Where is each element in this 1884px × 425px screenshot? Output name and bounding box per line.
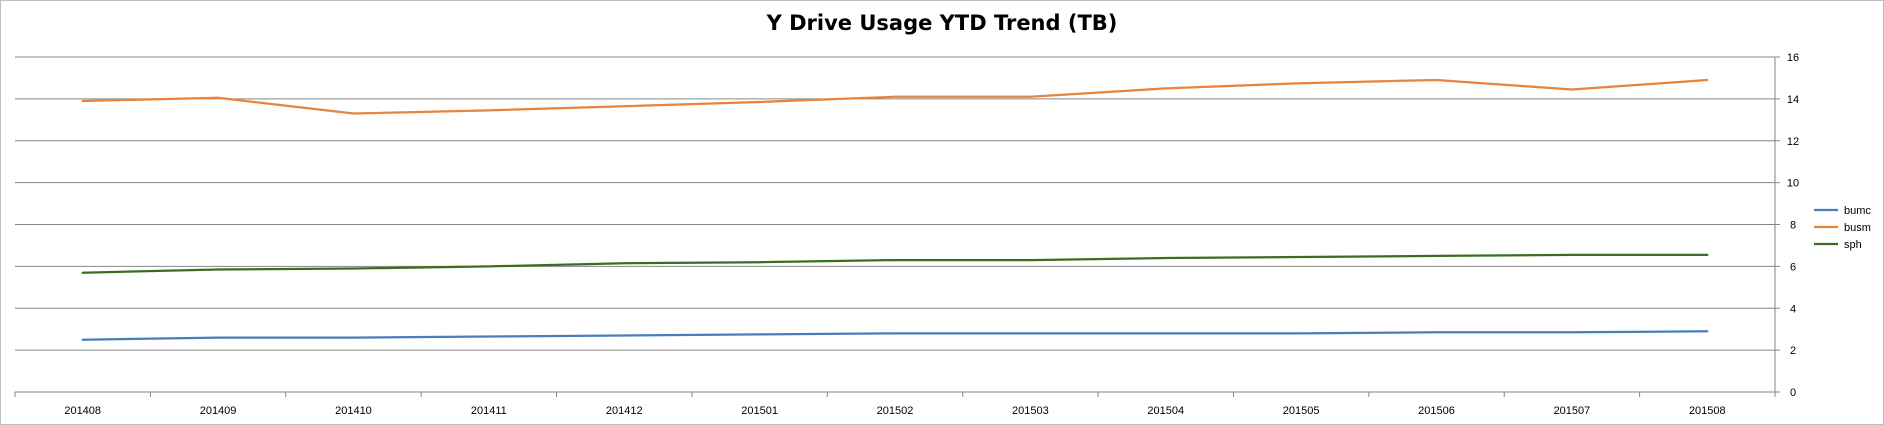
legend-label-sph: sph — [1844, 239, 1862, 251]
legend-label-busm: busm — [1844, 222, 1871, 234]
x-tick-label: 201503 — [1012, 405, 1049, 417]
series-line-busm — [81, 78, 1709, 115]
x-tick-label: 201409 — [200, 405, 237, 417]
series-line-sph — [81, 253, 1709, 274]
axes: 0 2 4 6 8 10 12 14 16 201408 201409 201410 201411 201… — [14, 52, 1799, 417]
x-tick-label: 201508 — [1689, 405, 1726, 417]
y-tick-label: 12 — [1787, 136, 1799, 148]
y-tick-label: 2 — [1790, 345, 1796, 357]
x-tick-label: 201410 — [335, 405, 372, 417]
y-tick-label: 0 — [1790, 387, 1796, 399]
x-tick-label: 201412 — [606, 405, 643, 417]
y-tick-label: 10 — [1787, 178, 1799, 190]
y-tick-label: 4 — [1790, 303, 1796, 315]
x-tick-label: 201506 — [1418, 405, 1455, 417]
chart-title: Y Drive Usage YTD Trend (TB) — [766, 11, 1118, 35]
y-tick-label: 14 — [1787, 94, 1799, 106]
x-tick-label: 201408 — [64, 405, 101, 417]
x-tick-label: 201502 — [877, 405, 914, 417]
legend: bumc busm sph — [1814, 205, 1871, 251]
x-tick-label: 201504 — [1147, 405, 1184, 417]
x-tick-label: 201411 — [471, 405, 507, 417]
gridlines — [15, 56, 1775, 351]
y-tick-label: 6 — [1790, 261, 1796, 273]
x-tick-label: 201507 — [1554, 405, 1591, 417]
series-lines — [81, 78, 1709, 341]
y-tick-label: 16 — [1787, 52, 1799, 64]
x-tick-label: 201501 — [741, 405, 778, 417]
y-tick-label: 8 — [1790, 220, 1796, 232]
series-line-bumc — [81, 330, 1709, 341]
x-tick-label: 201505 — [1283, 405, 1320, 417]
legend-label-bumc: bumc — [1844, 205, 1871, 217]
